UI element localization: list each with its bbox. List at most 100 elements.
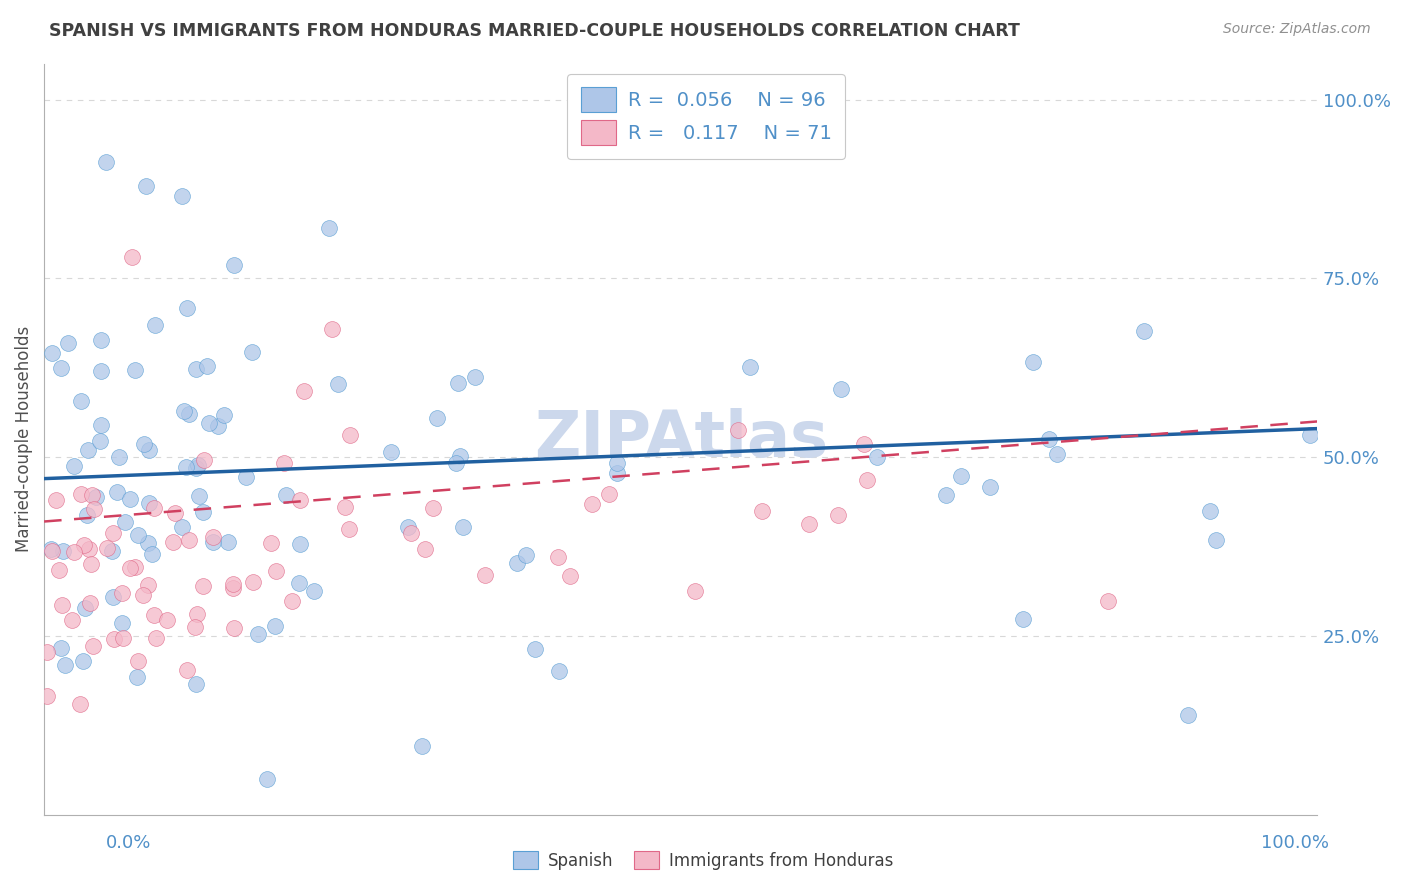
Point [193, 453, 215, 467]
Text: Source: ZipAtlas.com: Source: ZipAtlas.com [1223, 22, 1371, 37]
Point [35, 689, 58, 703]
Point [186, 607, 208, 622]
Point [83, 502, 105, 516]
Point [73, 538, 96, 552]
Point [191, 579, 214, 593]
Point [124, 363, 146, 377]
Point [263, 619, 285, 633]
Point [69, 698, 91, 712]
Point [184, 362, 207, 376]
Point [125, 670, 148, 684]
Point [396, 519, 419, 533]
Point [444, 456, 467, 470]
Point [288, 537, 311, 551]
Point [1046, 447, 1069, 461]
Point [830, 382, 852, 396]
Point [288, 492, 311, 507]
Point [72, 654, 94, 668]
Point [1097, 594, 1119, 608]
Point [96, 155, 118, 169]
Point [177, 533, 200, 547]
Point [451, 520, 474, 534]
Point [222, 577, 245, 591]
Point [76, 508, 98, 522]
Point [1205, 533, 1227, 547]
Point [136, 578, 159, 592]
Point [49, 361, 72, 376]
Point [449, 449, 471, 463]
Point [186, 458, 208, 473]
Point [145, 632, 167, 646]
Point [105, 485, 128, 500]
Point [176, 460, 198, 475]
Point [121, 250, 143, 264]
Point [321, 321, 343, 335]
Point [1022, 355, 1045, 369]
Point [866, 450, 889, 465]
Point [177, 407, 200, 421]
Legend: R =  0.056    N = 96, R =   0.117    N = 71: R = 0.056 N = 96, R = 0.117 N = 71 [568, 74, 845, 159]
Point [246, 626, 269, 640]
Point [399, 526, 422, 541]
Point [77, 542, 100, 557]
Point [56, 335, 79, 350]
Point [63, 458, 86, 473]
Point [77, 442, 100, 457]
Point [52, 544, 75, 558]
Point [80, 558, 103, 572]
Point [1038, 432, 1060, 446]
Point [48, 563, 70, 577]
Point [45, 493, 67, 508]
Point [51, 598, 73, 612]
Point [727, 423, 749, 437]
Point [198, 416, 221, 430]
Point [170, 188, 193, 202]
Point [82, 488, 104, 502]
Point [506, 556, 529, 570]
Point [96, 541, 118, 556]
Legend: Spanish, Immigrants from Honduras: Spanish, Immigrants from Honduras [506, 845, 900, 877]
Point [318, 221, 340, 235]
Point [935, 488, 957, 502]
Point [60, 613, 83, 627]
Point [426, 411, 449, 425]
Point [413, 542, 436, 557]
Point [143, 318, 166, 332]
Point [89, 434, 111, 448]
Point [852, 437, 875, 451]
Point [856, 473, 879, 487]
Point [292, 384, 315, 398]
Point [242, 575, 264, 590]
Point [138, 496, 160, 510]
Point [103, 525, 125, 540]
Point [118, 492, 141, 507]
Point [124, 560, 146, 574]
Text: SPANISH VS IMMIGRANTS FROM HONDURAS MARRIED-COUPLE HOUSEHOLDS CORRELATION CHART: SPANISH VS IMMIGRANTS FROM HONDURAS MARR… [49, 22, 1021, 40]
Point [827, 508, 849, 522]
Point [224, 258, 246, 272]
Point [63, 544, 86, 558]
Text: 100.0%: 100.0% [1261, 834, 1329, 852]
Point [84, 490, 107, 504]
Point [135, 178, 157, 193]
Point [82, 640, 104, 654]
Point [240, 345, 263, 359]
Point [162, 535, 184, 549]
Point [547, 665, 569, 679]
Point [138, 442, 160, 457]
Point [447, 376, 470, 390]
Point [188, 489, 211, 503]
Point [738, 359, 761, 374]
Point [176, 663, 198, 677]
Point [547, 549, 569, 564]
Point [380, 445, 402, 459]
Point [49, 640, 72, 655]
Point [979, 480, 1001, 494]
Point [1298, 428, 1320, 442]
Point [266, 564, 288, 578]
Point [90, 363, 112, 377]
Point [90, 333, 112, 347]
Text: 0.0%: 0.0% [105, 834, 150, 852]
Point [172, 520, 194, 534]
Point [112, 631, 135, 645]
